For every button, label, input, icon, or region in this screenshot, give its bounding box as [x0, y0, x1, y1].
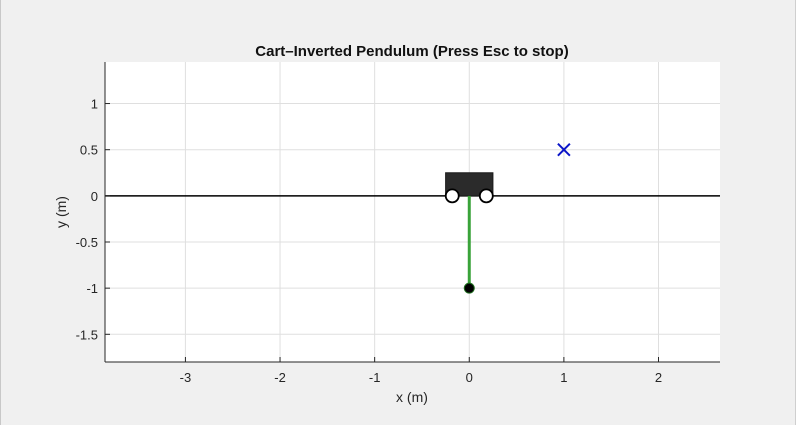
axes-background	[105, 62, 720, 362]
y-tick-label: 1	[91, 97, 98, 112]
cart-wheel	[478, 188, 494, 204]
x-tick-label: 1	[560, 370, 567, 385]
x-tick-label: -2	[274, 370, 286, 385]
y-tick-label: 0	[91, 189, 98, 204]
x-tick-label: 2	[655, 370, 662, 385]
y-tick-label: 0.5	[80, 143, 98, 158]
target-marker-stroke-b	[557, 142, 571, 157]
y-tick-label: -1	[86, 281, 98, 296]
cart-body	[445, 172, 494, 197]
window-left-edge	[0, 0, 1, 425]
cart-wheel	[444, 188, 460, 204]
y-tick-label: -0.5	[76, 235, 98, 250]
chart-title: Cart–Inverted Pendulum (Press Esc to sto…	[255, 43, 568, 60]
x-tick-label: -1	[369, 370, 381, 385]
window-right-edge	[795, 0, 800, 425]
axes-frame	[104, 62, 720, 363]
pendulum-bob	[463, 282, 475, 294]
x-tick-label: 0	[466, 370, 473, 385]
x-tick-label: -3	[180, 370, 192, 385]
y-axis-label: y (m)	[53, 196, 69, 228]
y-tick-label: -1.5	[76, 327, 98, 342]
tick-layer: -3 -2 -1 0 1 2 1 0.5 0 -0.5 -1 -1.5	[76, 97, 663, 385]
x-axis-label: x (m)	[396, 389, 428, 405]
pendulum-layer	[444, 142, 571, 294]
